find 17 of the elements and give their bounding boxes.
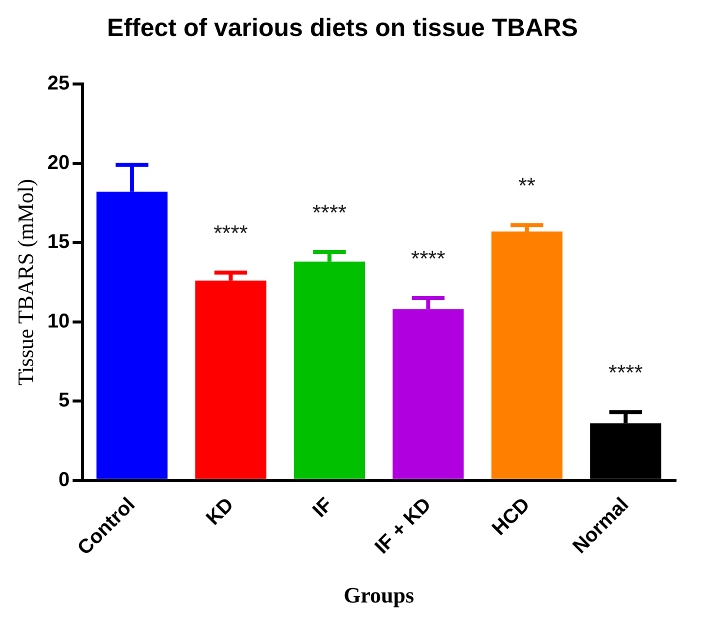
y-tick-label: 10 <box>47 310 70 332</box>
y-tick-label: 25 <box>47 72 70 95</box>
x-tick-label: IF + KD <box>370 494 436 558</box>
y-tick-label: 0 <box>58 468 70 491</box>
annotation: **** <box>214 220 248 246</box>
y-tick-label: 5 <box>58 390 70 412</box>
annotation: **** <box>312 200 348 226</box>
annotation: ** <box>518 173 536 198</box>
y-axis-title: Tissue TBARS (mMol) <box>12 178 38 386</box>
x-tick-label: KD <box>202 494 238 530</box>
annotation: **** <box>411 246 446 272</box>
x-tick-label: IF <box>308 494 337 522</box>
chart-title: Effect of various diets on tissue TBARS <box>107 14 578 42</box>
x-axis-title: Groups <box>344 582 415 608</box>
y-tick-label: 15 <box>47 231 70 254</box>
y-tick-label: 20 <box>47 152 70 174</box>
annotation: **** <box>608 360 644 386</box>
